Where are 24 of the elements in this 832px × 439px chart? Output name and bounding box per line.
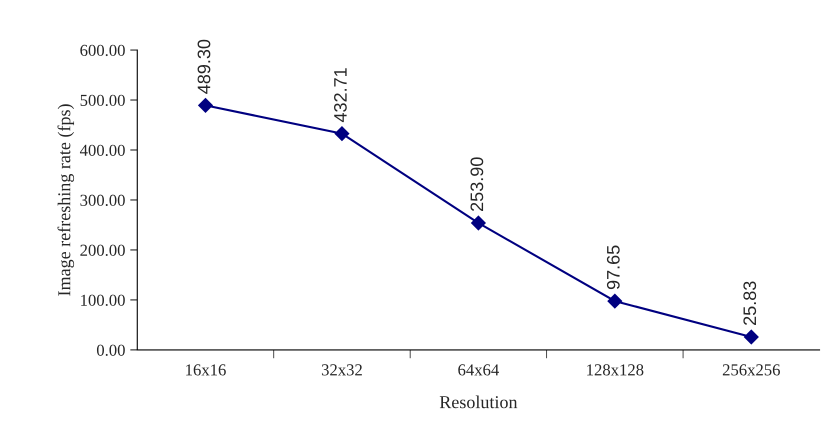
y-tick-label: 300.00 [80,194,125,206]
data-label: 25.83 [743,281,756,325]
x-tick-label: 128x128 [587,364,644,376]
point [471,216,486,230]
y-tick-label: 100.00 [81,294,125,306]
y-tick-label: 0.00 [96,344,125,356]
y-tick-label: 500.00 [80,94,125,106]
y-axis-title: Image refreshing rate (fps) [57,104,74,296]
y-tick-label: 200.00 [80,244,125,256]
point [334,126,350,142]
x-tick-label: 64x64 [458,364,499,376]
x-tick-label: 16x16 [186,364,226,376]
point [198,98,213,113]
x-tick-label: 256x256 [722,364,780,376]
data-label: 432.71 [334,68,347,122]
point [744,330,759,344]
y-tick-label: 400.00 [80,144,125,156]
data-label: 253.90 [470,157,484,211]
data-label: 489.30 [198,40,210,94]
y-tick-label: 600.00 [80,44,125,56]
data-label: 97.65 [606,246,620,290]
x-axis-title: Resolution [440,396,518,408]
point [607,294,622,308]
x-tick-label: 32x32 [322,364,362,376]
